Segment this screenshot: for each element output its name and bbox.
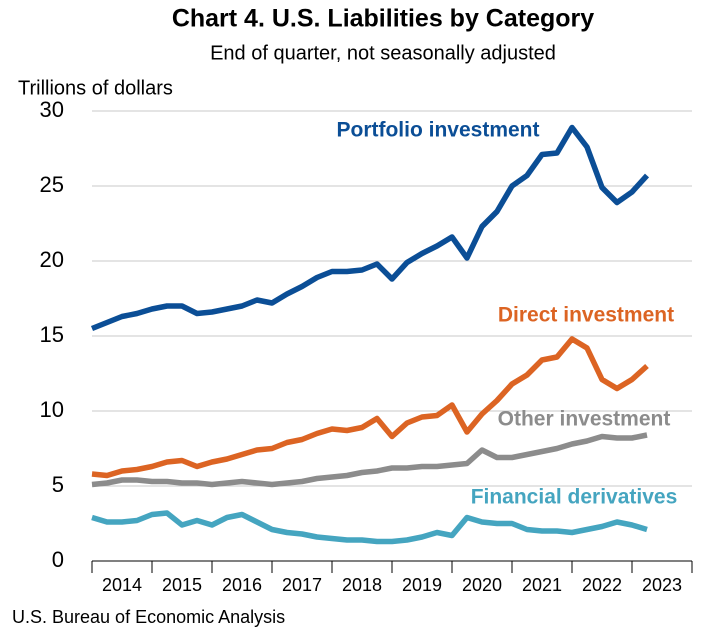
chart-title: Chart 4. U.S. Liabilities by Category (172, 5, 594, 33)
series-line (90, 124, 650, 332)
y-tick-label: 10 (40, 397, 64, 422)
x-tick-label: 2020 (462, 575, 502, 595)
x-tick-label: 2022 (582, 575, 622, 595)
series-label: Direct investment (498, 304, 674, 327)
y-tick-label: 5 (52, 472, 64, 497)
source: U.S. Bureau of Economic Analysis (12, 607, 285, 627)
x-tick-label: 2023 (642, 575, 682, 595)
y-tick-label: 30 (40, 97, 64, 122)
series-line (91, 432, 648, 488)
x-tick-label: 2015 (162, 575, 202, 595)
series-label: Other investment (498, 408, 671, 431)
series-line (91, 336, 649, 479)
y-tick-label: 20 (40, 247, 64, 272)
y-tick-label: 25 (40, 172, 64, 197)
series-label: Financial derivatives (471, 486, 678, 509)
x-tick-label: 2014 (102, 575, 142, 595)
x-tick-label: 2016 (222, 575, 262, 595)
chart-subtitle: End of quarter, not seasonally adjusted (210, 42, 556, 64)
series-line (91, 510, 648, 545)
x-tick-label: 2018 (342, 575, 382, 595)
series-label: Portfolio investment (336, 119, 539, 142)
y-tick-label: 15 (40, 322, 64, 347)
x-tick-label: 2017 (282, 575, 322, 595)
y-tick-label: 0 (52, 547, 64, 572)
x-tick-label: 2019 (402, 575, 442, 595)
y-axis-label: Trillions of dollars (18, 77, 173, 99)
x-tick-label: 2021 (522, 575, 562, 595)
